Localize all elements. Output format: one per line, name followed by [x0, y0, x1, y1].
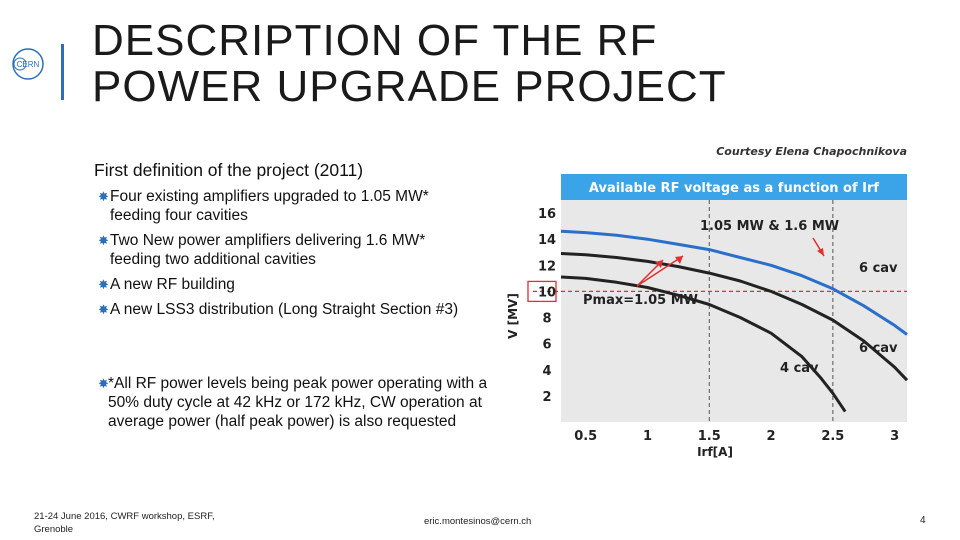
y-tick-label: 10: [538, 285, 556, 300]
series-group: [560, 229, 909, 413]
annotation-6cav-lower: 6 cav: [859, 341, 898, 356]
bullet-item: ✸ Two New power amplifiers delivering 1.6…: [98, 231, 468, 269]
annotation-pmax: Pmax=1.05 MW: [583, 293, 698, 308]
chart-svg: Courtesy Elena Chapochnikova Available R…: [506, 145, 909, 459]
cern-logo-icon: CERN: [12, 48, 44, 80]
y-tick-label: 16: [538, 207, 556, 222]
y-tick-label: 4: [542, 364, 551, 379]
x-tick-label: 1: [643, 429, 652, 444]
footer-email: eric.montesinos@cern.ch: [424, 516, 532, 527]
slide-title-text: DESCRIPTION OF THE RF POWER UPGRADE PROJ…: [92, 16, 727, 111]
y-axis: 2 4 6 8 10 12 14 16: [527, 207, 557, 405]
arrow-head: [675, 256, 683, 264]
y-tick-label: 14: [538, 233, 556, 248]
star-bullet-icon: ✸: [98, 233, 109, 248]
star-bullet-icon: ✸: [98, 189, 109, 204]
chart-title-banner: [561, 174, 907, 200]
footer-event: 21-24 June 2016, CWRF workshop, ESRF, Gr…: [34, 511, 215, 535]
cern-logo-text: CERN: [17, 60, 40, 69]
reference-lines: [533, 200, 907, 422]
intro-text: First definition of the project (2011): [94, 160, 364, 180]
bullet-text: Two New power amplifiers delivering 1.6 …: [110, 232, 426, 268]
star-bullet-icon: ✸: [98, 302, 109, 317]
title-accent-bar: [61, 44, 64, 100]
x-tick-label: 2: [767, 429, 776, 444]
power-note-text: *All RF power levels being peak power op…: [108, 375, 488, 430]
bullet-item: ✸ A new LSS3 distribution (Long Straight …: [98, 300, 468, 319]
chart-title: Available RF voltage as a function of Ir…: [589, 181, 879, 196]
star-bullet-icon: ✸: [98, 277, 109, 292]
series-line: [560, 275, 847, 413]
x-axis-label: Irf[A]: [697, 445, 733, 459]
x-tick-label: 3: [890, 429, 899, 444]
bullet-text: A new RF building: [110, 276, 235, 293]
x-axis: 0.5 1 1.5 2 2.5 3: [574, 429, 899, 444]
bullet-list: ✸ Four existing amplifiers upgraded to 1.…: [98, 187, 468, 325]
arrow-head: [655, 260, 663, 268]
bullet-item: ✸ Four existing amplifiers upgraded to 1.…: [98, 187, 468, 225]
x-tick-label: 0.5: [574, 429, 597, 444]
annotation-4cav: 4 cav: [780, 361, 819, 376]
series-line: [560, 252, 909, 382]
rf-voltage-chart: Courtesy Elena Chapochnikova Available R…: [495, 138, 915, 464]
slide-title: DESCRIPTION OF THE RF POWER UPGRADE PROJ…: [92, 18, 832, 110]
star-bullet-icon: ✸: [98, 376, 109, 391]
series-line: [560, 229, 908, 336]
x-tick-label: 2.5: [821, 429, 844, 444]
bullet-text: Four existing amplifiers upgraded to 1.0…: [110, 188, 429, 224]
y-axis-label: V [MV]: [506, 293, 520, 339]
highlighted-tick-box: [527, 280, 557, 303]
bullet-item: ✸ A new RF building: [98, 275, 468, 294]
arrow-line: [636, 255, 684, 287]
page-number: 4: [920, 515, 926, 526]
chart-credit: Courtesy Elena Chapochnikova: [716, 145, 907, 158]
annotation-power-label: 1.05 MW & 1.6 MW: [700, 219, 839, 234]
annotation-arrows: [636, 237, 825, 287]
y-tick-label: 12: [538, 259, 556, 274]
y-tick-label: 6: [542, 338, 551, 353]
y-tick-label: 8: [542, 312, 551, 327]
x-tick-label: 1.5: [698, 429, 721, 444]
arrow-head: [817, 248, 824, 256]
y-tick-label: 2: [542, 390, 551, 405]
annotation-6cav-upper: 6 cav: [859, 261, 898, 276]
bullet-text: A new LSS3 distribution (Long Straight S…: [110, 301, 459, 318]
power-note: ✸ *All RF power levels being peak power o…: [98, 374, 488, 431]
